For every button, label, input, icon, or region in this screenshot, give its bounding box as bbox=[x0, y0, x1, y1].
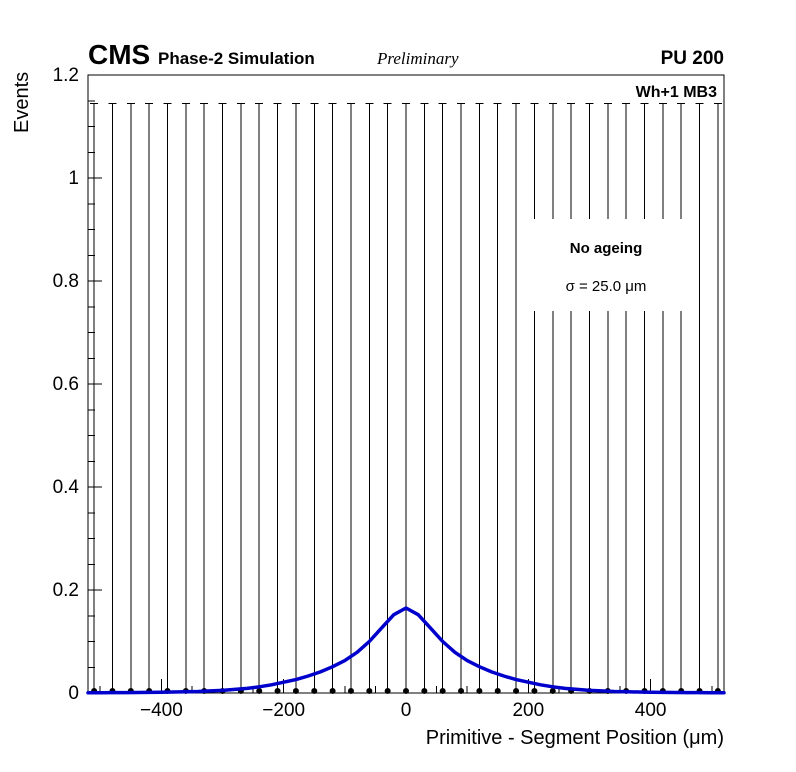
data-point-marker bbox=[513, 687, 520, 694]
data-point-marker bbox=[274, 687, 281, 694]
x-tick-label: 400 bbox=[635, 700, 667, 721]
data-point-marker bbox=[347, 687, 354, 694]
pileup-label: PU 200 bbox=[661, 48, 724, 69]
y-tick-label: 1.2 bbox=[53, 65, 79, 86]
x-tick-label: 0 bbox=[401, 700, 412, 721]
x-tick-label: −400 bbox=[140, 700, 183, 721]
y-tick-label: 0.4 bbox=[53, 477, 80, 498]
data-point-marker bbox=[292, 687, 299, 694]
y-tick-label: 0 bbox=[68, 683, 79, 704]
annotation-no-ageing: No ageing bbox=[570, 240, 643, 257]
cms-logo-text: CMS bbox=[88, 39, 150, 70]
y-tick-label: 0.2 bbox=[53, 580, 79, 601]
x-axis-title: Primitive - Segment Position (μm) bbox=[426, 727, 724, 749]
data-point-marker bbox=[549, 687, 556, 694]
data-point-marker bbox=[403, 687, 409, 694]
annotation-box bbox=[519, 219, 699, 311]
y-tick-label: 1 bbox=[68, 168, 79, 189]
x-tick-label: −200 bbox=[262, 700, 305, 721]
x-tick-label: 200 bbox=[512, 700, 544, 721]
data-point-marker bbox=[329, 687, 336, 694]
header-subtitle: Phase-2 Simulation bbox=[158, 49, 315, 68]
fit-curve bbox=[86, 606, 726, 695]
y-axis-title: Events bbox=[11, 72, 33, 133]
data-point-marker bbox=[476, 687, 483, 694]
data-point-marker bbox=[311, 687, 318, 694]
data-point-marker bbox=[494, 687, 501, 694]
header-preliminary: Preliminary bbox=[376, 49, 459, 68]
data-point-marker bbox=[421, 687, 428, 694]
data-point-marker bbox=[458, 687, 465, 694]
data-point-marker bbox=[366, 687, 373, 694]
data-point-marker bbox=[439, 687, 446, 694]
station-label: Wh+1 MB3 bbox=[636, 84, 717, 101]
data-point-marker bbox=[256, 687, 263, 694]
y-tick-label: 0.6 bbox=[53, 374, 79, 395]
data-point-marker bbox=[531, 687, 538, 694]
y-tick-label: 0.8 bbox=[53, 271, 79, 292]
plot-render-layer: −400 −200 0 200 400 0 0.2 0.4 0.6 0.8 1 1.2 bbox=[53, 65, 726, 721]
annotation-sigma-value: σ = 25.0 μm bbox=[566, 278, 647, 295]
data-point-marker bbox=[384, 687, 391, 694]
